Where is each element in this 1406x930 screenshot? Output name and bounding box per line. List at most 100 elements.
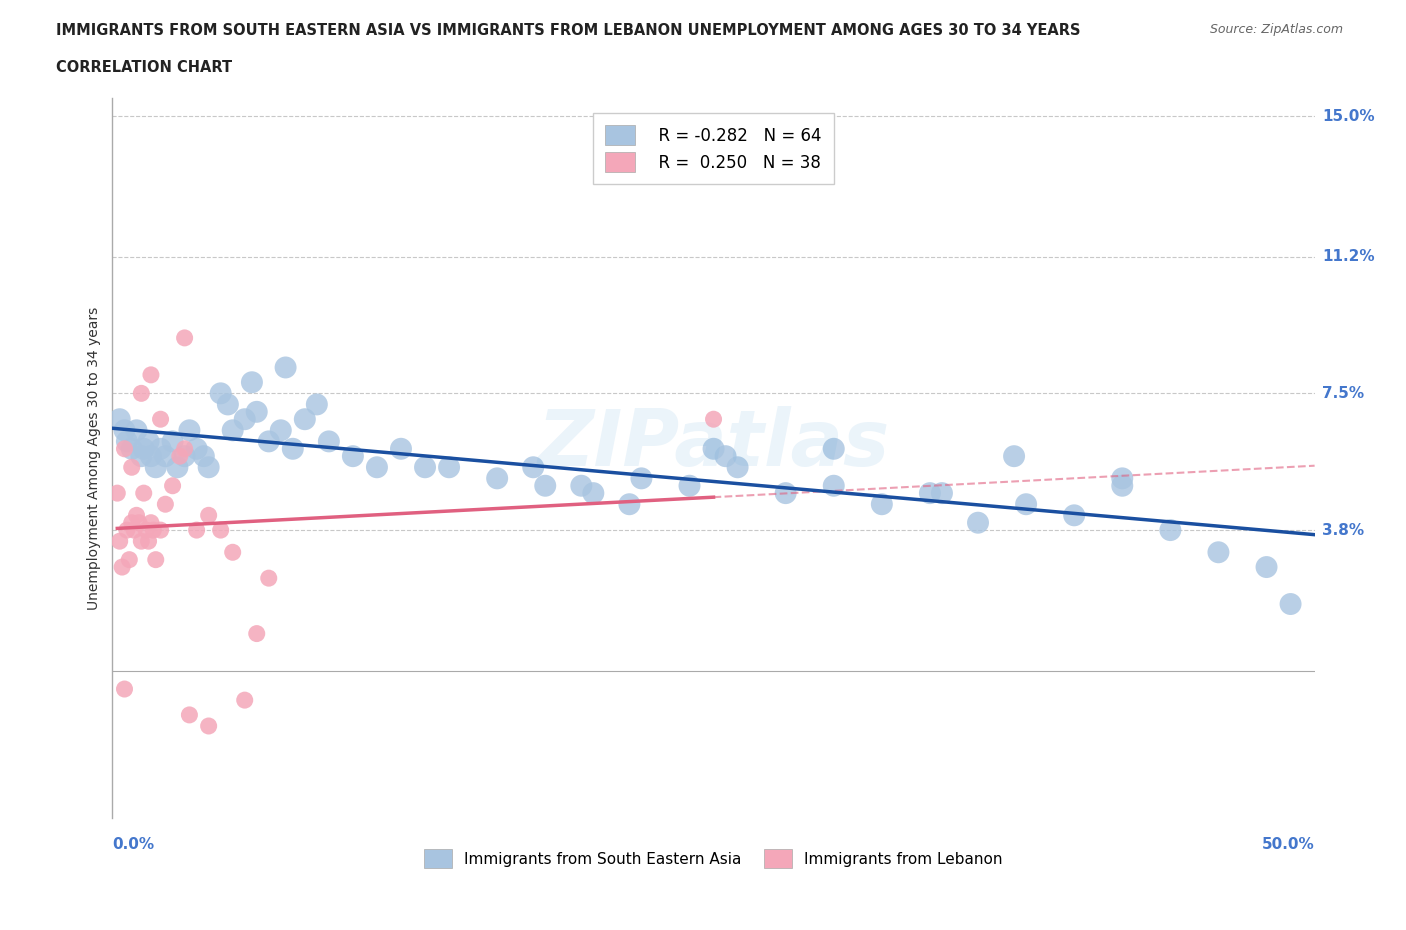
Point: [257, 571, 280, 586]
Point: [437, 459, 460, 474]
Point: [186, 523, 208, 538]
Point: [114, 423, 136, 438]
Point: [274, 360, 297, 375]
Point: [870, 497, 893, 512]
Point: [702, 412, 725, 427]
Text: 7.5%: 7.5%: [1322, 386, 1364, 401]
Point: [931, 485, 953, 500]
Point: [222, 545, 245, 560]
Point: [1208, 545, 1230, 560]
Text: ZIPatlas: ZIPatlas: [537, 405, 890, 482]
Point: [142, 523, 165, 538]
Point: [582, 485, 605, 500]
Point: [342, 449, 364, 464]
Point: [122, 523, 145, 538]
Text: Source: ZipAtlas.com: Source: ZipAtlas.com: [1209, 23, 1343, 36]
Point: [132, 442, 155, 457]
Text: 0.0%: 0.0%: [112, 837, 155, 852]
Legend: Immigrants from South Eastern Asia, Immigrants from Lebanon: Immigrants from South Eastern Asia, Immi…: [416, 842, 1011, 876]
Point: [115, 523, 138, 538]
Point: [714, 449, 737, 464]
Text: CORRELATION CHART: CORRELATION CHART: [56, 60, 232, 75]
Point: [197, 459, 219, 474]
Point: [630, 471, 652, 485]
Point: [139, 449, 162, 464]
Point: [138, 534, 160, 549]
Point: [1002, 449, 1025, 464]
Point: [155, 497, 177, 512]
Point: [162, 478, 184, 493]
Point: [121, 459, 143, 474]
Point: [131, 534, 153, 549]
Point: [775, 485, 797, 500]
Point: [257, 434, 280, 449]
Point: [233, 412, 256, 427]
Point: [179, 708, 201, 723]
Point: [1015, 497, 1038, 512]
Point: [702, 442, 725, 457]
Point: [1279, 596, 1302, 611]
Point: [246, 626, 269, 641]
Point: [125, 508, 148, 523]
Point: [197, 508, 219, 523]
Point: [149, 442, 172, 457]
Point: [823, 478, 845, 493]
Point: [209, 386, 232, 401]
Point: [138, 434, 160, 449]
Point: [486, 471, 509, 485]
Point: [270, 423, 292, 438]
Y-axis label: Unemployment Among Ages 30 to 34 years: Unemployment Among Ages 30 to 34 years: [87, 306, 101, 610]
Point: [121, 442, 143, 457]
Point: [155, 449, 177, 464]
Point: [145, 552, 167, 567]
Point: [197, 719, 219, 734]
Point: [114, 682, 136, 697]
Point: [918, 485, 941, 500]
Point: [131, 386, 153, 401]
Point: [967, 515, 990, 530]
Point: [534, 478, 557, 493]
Point: [114, 442, 136, 457]
Point: [217, 397, 239, 412]
Point: [678, 478, 700, 493]
Text: 50.0%: 50.0%: [1261, 837, 1315, 852]
Point: [128, 515, 150, 530]
Point: [121, 515, 143, 530]
Point: [1111, 471, 1133, 485]
Point: [1063, 508, 1085, 523]
Point: [209, 523, 232, 538]
Point: [240, 375, 263, 390]
Point: [222, 423, 245, 438]
Point: [193, 449, 215, 464]
Point: [1256, 560, 1278, 575]
Point: [149, 523, 172, 538]
Point: [569, 478, 592, 493]
Point: [727, 459, 749, 474]
Point: [139, 515, 162, 530]
Point: [166, 459, 188, 474]
Point: [1111, 478, 1133, 493]
Point: [179, 423, 201, 438]
Point: [281, 442, 304, 457]
Point: [139, 367, 162, 382]
Point: [173, 449, 195, 464]
Point: [246, 405, 269, 419]
Point: [118, 552, 141, 567]
Point: [135, 523, 157, 538]
Point: [162, 434, 184, 449]
Point: [186, 442, 208, 457]
Text: 15.0%: 15.0%: [1322, 109, 1375, 124]
Point: [823, 442, 845, 457]
Point: [115, 434, 138, 449]
Point: [318, 434, 340, 449]
Point: [413, 459, 436, 474]
Point: [522, 459, 544, 474]
Point: [105, 485, 128, 500]
Point: [305, 397, 328, 412]
Point: [619, 497, 641, 512]
Point: [173, 330, 195, 345]
Point: [173, 442, 195, 457]
Point: [149, 412, 172, 427]
Point: [169, 449, 191, 464]
Point: [108, 412, 131, 427]
